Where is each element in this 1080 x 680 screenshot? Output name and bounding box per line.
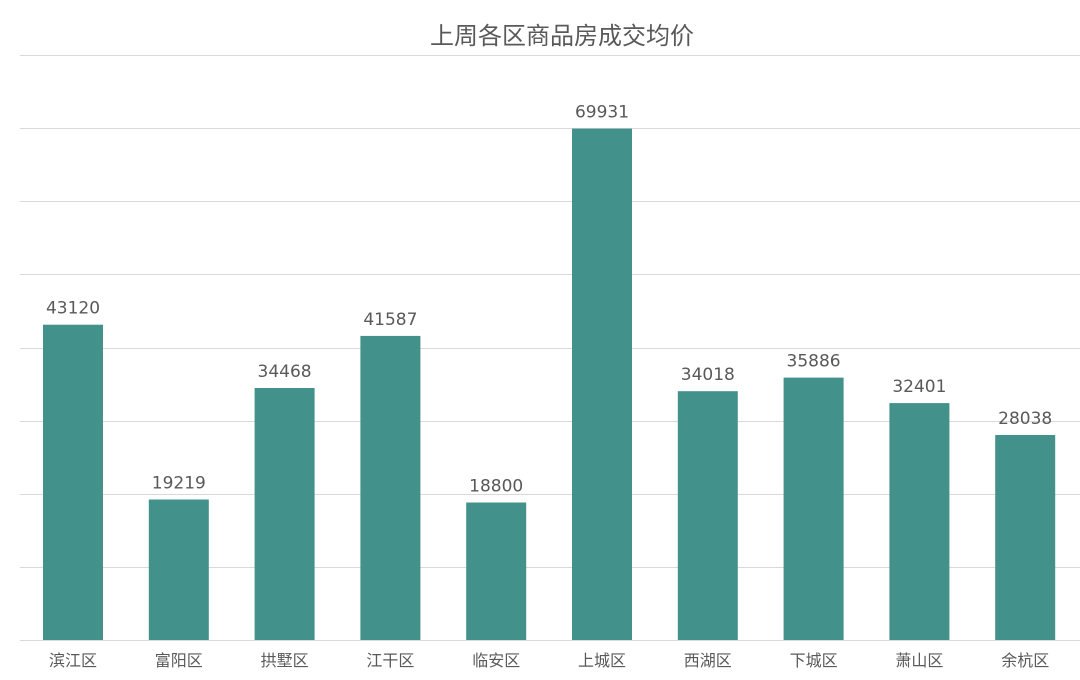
bar xyxy=(43,324,103,640)
data-label: 28038 xyxy=(998,409,1052,429)
category-label: 滨江区 xyxy=(49,651,97,670)
chart-title: 上周各区商品房成交均价 xyxy=(430,22,694,50)
data-label: 34018 xyxy=(681,365,735,385)
data-label: 35886 xyxy=(787,352,841,372)
data-label: 32401 xyxy=(892,377,946,397)
data-labels: 43120 19219 34468 41587 18800 69931 34018 35886… xyxy=(46,103,1052,497)
category-label: 上城区 xyxy=(578,651,626,670)
data-label: 43120 xyxy=(46,299,100,319)
data-label: 19219 xyxy=(152,474,206,494)
category-label: 西湖区 xyxy=(684,651,732,670)
bar xyxy=(572,128,632,640)
data-label: 69931 xyxy=(575,103,629,123)
category-label: 拱墅区 xyxy=(261,651,309,670)
bar xyxy=(995,435,1056,640)
bars xyxy=(43,128,1056,640)
category-label: 萧山区 xyxy=(895,651,943,670)
bar xyxy=(677,391,738,640)
data-label: 41587 xyxy=(363,310,417,330)
category-label: 富阳区 xyxy=(155,651,203,670)
bar xyxy=(889,403,950,640)
data-label: 18800 xyxy=(469,477,523,497)
category-labels: 滨江区 富阳区 拱墅区 江干区 临安区 上城区 西湖区 下城区 萧山区 余杭区 xyxy=(49,651,1049,670)
category-label: 余杭区 xyxy=(1001,651,1049,670)
bar xyxy=(360,335,421,640)
category-label: 临安区 xyxy=(472,651,520,670)
bar xyxy=(254,388,315,640)
bar xyxy=(783,377,844,640)
data-label: 34468 xyxy=(258,362,312,382)
category-label: 江干区 xyxy=(366,651,414,670)
bar xyxy=(466,502,527,640)
bar xyxy=(148,499,209,640)
category-label: 下城区 xyxy=(790,651,838,670)
